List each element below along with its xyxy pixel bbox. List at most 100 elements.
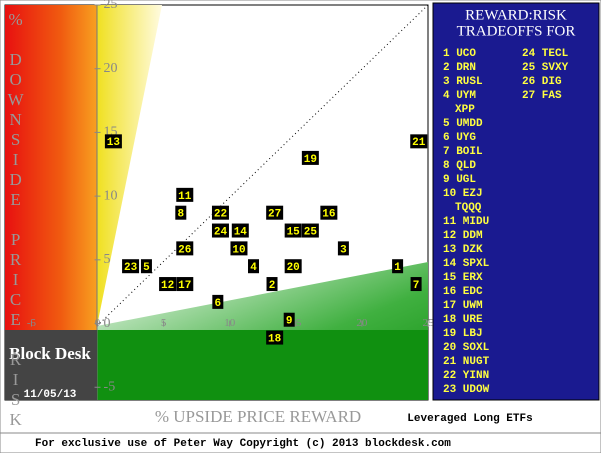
point-label: 15 xyxy=(287,226,301,238)
point xyxy=(266,205,284,220)
legend-entry: 25 SVXY xyxy=(522,62,569,74)
point-label: 19 xyxy=(304,154,317,166)
y-axis-label: % DOWNSIDE PRICE RISK xyxy=(6,10,25,430)
legend-entry: 6 UYG xyxy=(443,132,476,144)
point xyxy=(284,259,302,274)
legend-entry: 20 SOXL xyxy=(443,342,490,354)
point-label: 18 xyxy=(268,333,282,345)
point xyxy=(266,277,278,292)
point-label: 22 xyxy=(214,209,227,221)
y-tick-label: 0 xyxy=(104,316,111,331)
y-tick-label: -5 xyxy=(104,379,116,394)
point-label: 4 xyxy=(250,262,257,274)
point xyxy=(140,259,152,274)
legend-entry: 5 UMDD xyxy=(443,118,483,130)
point xyxy=(248,259,260,274)
point xyxy=(175,205,187,220)
point xyxy=(301,223,319,238)
legend-entry: 17 UWM xyxy=(443,300,483,312)
y-tick-label: 20 xyxy=(104,61,118,76)
point-label: 14 xyxy=(234,226,248,238)
x-tick-label: 25 xyxy=(423,317,435,329)
loss-zone xyxy=(97,330,428,400)
x-tick-label: -5 xyxy=(27,317,37,329)
point-label: 11 xyxy=(178,191,192,203)
point xyxy=(301,150,319,165)
point-label: 24 xyxy=(214,226,228,238)
point xyxy=(392,259,404,274)
point-label: 10 xyxy=(232,244,245,256)
legend-entry: 26 DIG xyxy=(522,76,562,88)
legend-panel xyxy=(432,2,600,401)
legend-entry: 19 LBJ xyxy=(443,328,483,340)
y-tick-label: 10 xyxy=(104,188,118,203)
point xyxy=(212,294,224,309)
y-tick-label: 5 xyxy=(104,252,111,267)
legend-entry: 24 TECL xyxy=(522,48,569,60)
point-label: 21 xyxy=(412,137,426,149)
legend-entry: 9 UGL xyxy=(443,174,476,186)
legend-entry: 27 FAS xyxy=(522,90,562,102)
footer: For exclusive use of Peter Way Copyright… xyxy=(35,438,451,450)
y-tick-label: 25 xyxy=(104,0,118,12)
point-label: 1 xyxy=(394,262,401,274)
legend-entry: 23 UDOW xyxy=(443,384,490,396)
diagonal xyxy=(96,4,429,327)
point xyxy=(104,134,122,149)
point-label: 25 xyxy=(304,226,318,238)
point xyxy=(337,241,349,256)
panel-title: TRADEOFFS FOR xyxy=(457,23,576,39)
point-label: 7 xyxy=(413,280,420,292)
x-tick-label: 15 xyxy=(290,317,302,329)
point-label: 23 xyxy=(124,262,138,274)
legend-entry: 3 RUSL xyxy=(443,76,483,88)
point xyxy=(176,187,194,202)
x-tick-label: 5 xyxy=(161,317,167,329)
point-label: 27 xyxy=(268,209,281,221)
point-label: 26 xyxy=(178,244,191,256)
point-label: 12 xyxy=(161,280,174,292)
point-label: 13 xyxy=(107,137,121,149)
legend-entry: 7 BOIL xyxy=(443,146,483,158)
point xyxy=(176,277,194,292)
brand-box xyxy=(5,330,97,400)
legend-entry: 22 YINN xyxy=(443,370,489,382)
legend-entry: XPP xyxy=(455,104,475,116)
risk-zone xyxy=(5,5,97,330)
legend-entry: 16 EDC xyxy=(443,286,483,298)
subtitle: Leveraged Long ETFs xyxy=(407,413,532,425)
point xyxy=(122,259,140,274)
point xyxy=(211,205,229,220)
point-label: 8 xyxy=(178,209,185,221)
point xyxy=(410,277,422,292)
point xyxy=(211,223,229,238)
point-label: 2 xyxy=(269,280,276,292)
point-label: 20 xyxy=(287,262,300,274)
legend-entry: 13 DZK xyxy=(443,244,483,256)
legend-entry: 14 SPXL xyxy=(443,258,490,270)
panel-title: REWARD:RISK xyxy=(465,7,567,23)
point xyxy=(159,277,177,292)
legend-entry: 10 EZJ xyxy=(443,188,483,200)
point xyxy=(176,241,194,256)
point-label: 17 xyxy=(178,280,191,292)
point xyxy=(284,223,302,238)
brand: Block Desk xyxy=(9,344,91,363)
x-axis-label: % UPSIDE PRICE REWARD xyxy=(155,407,361,426)
legend-entry: TQQQ xyxy=(455,202,482,214)
caution-zone xyxy=(97,5,162,326)
legend-entry: 21 NUGT xyxy=(443,356,490,368)
point xyxy=(231,223,249,238)
legend-entry: 12 DDM xyxy=(443,230,483,242)
point-label: 16 xyxy=(322,209,335,221)
date: 11/05/13 xyxy=(24,389,77,401)
point-label: 3 xyxy=(340,244,347,256)
x-tick-label: 20 xyxy=(356,317,368,329)
legend-entry: 4 UYM xyxy=(443,90,476,102)
point-label: 9 xyxy=(286,316,293,328)
legend-entry: 1 UCO xyxy=(443,48,476,60)
point xyxy=(410,134,428,149)
point xyxy=(230,241,248,256)
x-tick-label: 10 xyxy=(224,317,236,329)
